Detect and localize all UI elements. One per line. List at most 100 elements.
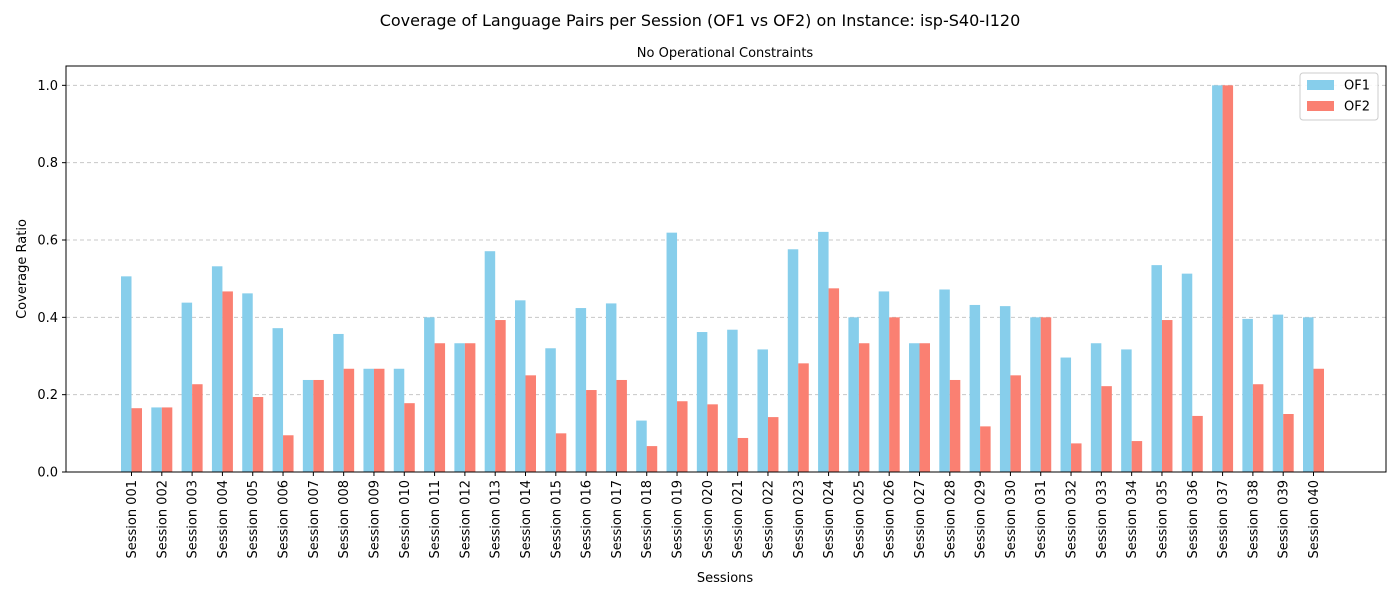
bar-of2-21 bbox=[737, 437, 749, 472]
x-tick-label: Session 034 bbox=[1125, 480, 1140, 559]
x-tick-label: Session 008 bbox=[337, 480, 352, 559]
bar-of2-31 bbox=[1040, 317, 1052, 472]
bar-of1-15 bbox=[545, 348, 556, 472]
bar-of1-13 bbox=[484, 251, 496, 472]
x-tick-label: Session 011 bbox=[428, 480, 443, 559]
y-tick-label: 0.4 bbox=[37, 311, 58, 326]
x-tick-label: Session 033 bbox=[1095, 480, 1110, 559]
x-tick-label: Session 038 bbox=[1246, 480, 1261, 559]
legend-label-of2: OF2 bbox=[1344, 100, 1370, 115]
x-tick-label: Session 021 bbox=[731, 480, 746, 559]
bar-of2-16 bbox=[586, 390, 597, 472]
x-tick-label: Session 040 bbox=[1307, 480, 1322, 559]
bar-of2-4 bbox=[222, 291, 233, 472]
x-tick-label: Session 012 bbox=[458, 480, 473, 559]
bar-of1-35 bbox=[1151, 265, 1162, 472]
bar-of1-21 bbox=[727, 329, 738, 472]
bar-of1-3 bbox=[181, 302, 193, 472]
bar-of1-14 bbox=[515, 300, 526, 472]
bar-of1-7 bbox=[302, 379, 314, 472]
bar-of2-2 bbox=[161, 407, 173, 472]
x-tick-label: Session 027 bbox=[913, 480, 928, 559]
bar-of2-12 bbox=[464, 343, 476, 472]
bar-of1-27 bbox=[909, 343, 920, 472]
bar-of2-40 bbox=[1313, 368, 1324, 472]
x-tick-label: Session 013 bbox=[489, 480, 504, 559]
bar-of1-33 bbox=[1090, 343, 1102, 472]
bar-of2-37 bbox=[1222, 85, 1234, 472]
x-tick-label: Session 022 bbox=[761, 480, 776, 559]
bar-of2-36 bbox=[1192, 415, 1203, 472]
x-tick-label: Session 028 bbox=[943, 480, 958, 559]
y-axis-ticks: 0.0 0.2 0.4 0.6 0.8 1.0 bbox=[37, 79, 66, 481]
bar-of2-9 bbox=[373, 368, 385, 472]
chart-title: Coverage of Language Pairs per Session (… bbox=[380, 11, 1021, 30]
x-tick-label: Session 001 bbox=[125, 480, 140, 559]
bar-of1-6 bbox=[272, 328, 284, 472]
x-tick-label: Session 035 bbox=[1155, 480, 1170, 559]
bar-of1-29 bbox=[969, 304, 981, 472]
x-tick-label: Session 005 bbox=[246, 480, 261, 559]
y-tick-label: 0.2 bbox=[37, 388, 58, 403]
bar-of2-39 bbox=[1283, 414, 1294, 472]
y-tick-label: 1.0 bbox=[37, 79, 58, 94]
bar-of2-5 bbox=[252, 396, 264, 472]
bar-of1-19 bbox=[666, 232, 678, 472]
bar-of1-16 bbox=[575, 308, 587, 472]
x-tick-label: Session 026 bbox=[883, 480, 898, 559]
bar-of1-12 bbox=[454, 343, 465, 472]
bar-of2-30 bbox=[1010, 375, 1021, 472]
bar-of2-22 bbox=[767, 417, 779, 472]
bar-of2-10 bbox=[404, 403, 415, 472]
bar-of2-6 bbox=[283, 435, 294, 472]
bar-of1-5 bbox=[242, 293, 253, 472]
bar-of2-38 bbox=[1252, 384, 1264, 472]
x-tick-label: Session 016 bbox=[580, 480, 595, 559]
x-tick-label: Session 009 bbox=[367, 480, 382, 559]
bar-of1-4 bbox=[211, 266, 223, 472]
bar-of2-1 bbox=[131, 408, 142, 472]
bar-of2-32 bbox=[1071, 443, 1082, 472]
y-tick-label: 0.0 bbox=[37, 466, 58, 481]
bar-of2-27 bbox=[919, 343, 930, 472]
bar-of1-1 bbox=[121, 276, 132, 472]
x-tick-label: Session 007 bbox=[307, 480, 322, 559]
bar-of2-3 bbox=[192, 384, 203, 472]
bar-of2-26 bbox=[889, 317, 900, 472]
legend-swatch-of2 bbox=[1307, 101, 1334, 111]
bar-of1-26 bbox=[878, 291, 890, 472]
bar-of1-28 bbox=[939, 289, 950, 472]
x-tick-label: Session 032 bbox=[1065, 480, 1080, 559]
bar-of1-17 bbox=[605, 303, 617, 472]
bar-of1-40 bbox=[1303, 317, 1314, 472]
x-tick-label: Session 025 bbox=[852, 480, 867, 559]
bar-of1-9 bbox=[363, 368, 374, 472]
bar-of2-19 bbox=[677, 401, 688, 472]
x-tick-label: Session 029 bbox=[974, 480, 989, 559]
x-tick-label: Session 006 bbox=[277, 480, 292, 559]
x-tick-label: Session 002 bbox=[155, 480, 170, 559]
x-tick-label: Session 015 bbox=[549, 480, 564, 559]
x-tick-label: Session 037 bbox=[1216, 480, 1231, 559]
bar-of2-35 bbox=[1161, 320, 1173, 472]
bar-of2-18 bbox=[646, 446, 658, 472]
legend-swatch-of1 bbox=[1307, 80, 1334, 90]
x-tick-label: Session 031 bbox=[1034, 480, 1049, 559]
bar-of1-32 bbox=[1060, 357, 1072, 472]
bar-of1-8 bbox=[333, 333, 344, 472]
x-tick-label: Session 039 bbox=[1277, 480, 1292, 559]
bar-of2-17 bbox=[616, 379, 627, 472]
x-tick-label: Session 004 bbox=[216, 480, 231, 559]
x-tick-label: Session 019 bbox=[671, 480, 686, 559]
bar-of2-20 bbox=[707, 404, 718, 472]
bar-of1-34 bbox=[1121, 349, 1132, 472]
bar-of1-18 bbox=[636, 420, 647, 472]
bar-of1-10 bbox=[393, 368, 405, 472]
bar-of1-30 bbox=[999, 306, 1011, 472]
x-axis-label: Sessions bbox=[697, 571, 754, 586]
bar-of2-28 bbox=[949, 379, 961, 472]
bar-of2-7 bbox=[313, 379, 324, 472]
x-tick-label: Session 017 bbox=[610, 480, 625, 559]
